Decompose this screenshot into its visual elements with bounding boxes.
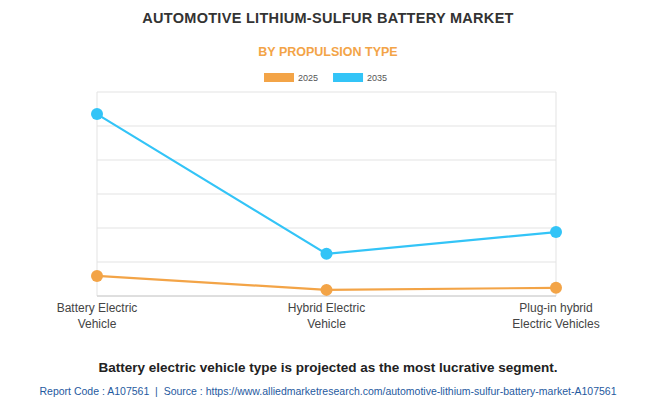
title: AUTOMOTIVE LITHIUM-SULFUR BATTERY MARKET [142, 10, 514, 26]
grid-line [97, 194, 556, 195]
frame-line [556, 92, 557, 296]
grid-line [97, 92, 556, 93]
x-tick-label: Hybrid ElectricVehicle [288, 301, 365, 331]
axis-line [97, 92, 98, 296]
legend-swatch [264, 73, 294, 82]
chart: AUTOMOTIVE LITHIUM-SULFUR BATTERY MARKET… [0, 0, 657, 408]
marker [321, 284, 333, 296]
subtitle: BY PROPULSION TYPE [258, 45, 397, 59]
marker [550, 226, 562, 238]
x-tick-label: Battery ElectricVehicle [57, 301, 138, 331]
legend-swatch [333, 73, 363, 82]
grid-line [97, 160, 556, 161]
line [97, 114, 556, 254]
marker [550, 282, 562, 294]
annotation: Battery electric vehicle type is project… [98, 360, 557, 375]
grid [97, 92, 556, 296]
series [91, 108, 562, 260]
marker [321, 248, 333, 260]
grid-line [97, 262, 556, 263]
grid-line [97, 228, 556, 229]
x-tick-labels: Battery ElectricVehicle Hybrid ElectricVe… [57, 301, 600, 331]
legend-label: 2025 [298, 73, 318, 83]
legend-label: 2035 [367, 73, 387, 83]
marker [91, 270, 103, 282]
marker [91, 108, 103, 120]
x-tick-label: Plug-in hybridElectric Vehicles [512, 301, 599, 331]
grid-line [97, 126, 556, 127]
legend: 2025 2035 [264, 73, 387, 83]
series [91, 270, 562, 296]
plot-area [91, 108, 562, 296]
source: Report Code : A107561 | Source : https:/… [40, 385, 617, 397]
